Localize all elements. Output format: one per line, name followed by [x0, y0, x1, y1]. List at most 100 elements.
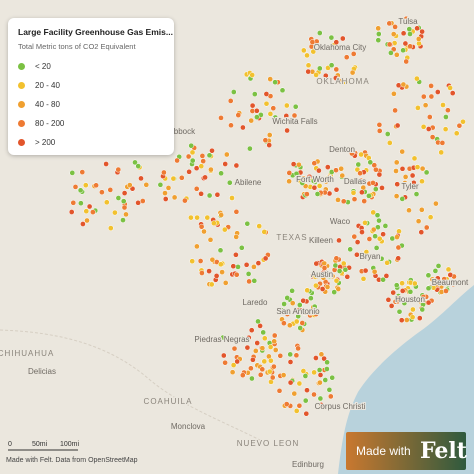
facility-dot[interactable] [350, 51, 357, 57]
facility-dot[interactable] [289, 300, 296, 306]
facility-dot[interactable] [310, 178, 317, 184]
facility-dot[interactable] [376, 171, 383, 178]
facility-dot[interactable] [386, 41, 393, 48]
facility-dot[interactable] [357, 179, 364, 186]
facility-dot[interactable] [370, 226, 377, 233]
facility-dot[interactable] [355, 161, 362, 168]
facility-dot[interactable] [206, 268, 212, 274]
facility-dot[interactable] [374, 212, 381, 219]
facility-dot[interactable] [380, 276, 386, 283]
facility-dot[interactable] [303, 410, 310, 417]
facility-dot[interactable] [194, 243, 200, 250]
facility-dot[interactable] [410, 306, 416, 313]
facility-dot[interactable] [393, 51, 400, 58]
facility-dot[interactable] [309, 39, 316, 45]
facility-dot[interactable] [267, 344, 274, 350]
facility-dot[interactable] [434, 89, 441, 95]
facility-dot[interactable] [86, 203, 93, 210]
facility-dot[interactable] [295, 345, 301, 352]
facility-dot[interactable] [350, 189, 357, 196]
facility-dot[interactable] [253, 107, 260, 114]
facility-dot[interactable] [306, 173, 313, 180]
facility-dot[interactable] [230, 362, 237, 368]
facility-dot[interactable] [354, 251, 360, 258]
facility-dot[interactable] [259, 345, 266, 352]
facility-dot[interactable] [271, 363, 277, 370]
facility-dot[interactable] [396, 295, 402, 302]
facility-dot[interactable] [209, 147, 215, 154]
facility-dot[interactable] [231, 345, 238, 352]
facility-dot[interactable] [373, 166, 379, 173]
facility-dot[interactable] [287, 379, 294, 386]
facility-dot[interactable] [447, 272, 454, 278]
facility-dot[interactable] [72, 184, 79, 190]
facility-dot[interactable] [90, 209, 96, 215]
facility-dot[interactable] [339, 35, 346, 42]
facility-dot[interactable] [403, 317, 410, 323]
facility-dot[interactable] [230, 263, 237, 270]
facility-dot[interactable] [305, 68, 312, 75]
facility-dot[interactable] [246, 278, 252, 285]
facility-dot[interactable] [233, 208, 240, 215]
facility-dot[interactable] [293, 170, 300, 177]
facility-dot[interactable] [299, 320, 306, 326]
facility-dot[interactable] [425, 126, 432, 132]
facility-dot[interactable] [93, 182, 99, 189]
facility-dot[interactable] [362, 267, 369, 274]
facility-dot[interactable] [313, 282, 319, 289]
facility-dot[interactable] [382, 223, 389, 229]
facility-dot[interactable] [414, 25, 420, 32]
facility-dot[interactable] [218, 115, 224, 121]
facility-dot[interactable] [82, 182, 89, 189]
facility-dot[interactable] [185, 153, 192, 160]
facility-dot[interactable] [249, 72, 256, 78]
facility-dot[interactable] [115, 195, 122, 201]
facility-dot[interactable] [428, 83, 434, 89]
facility-dot[interactable] [182, 197, 188, 204]
facility-dot[interactable] [233, 251, 239, 258]
facility-dot[interactable] [170, 175, 177, 182]
facility-dot[interactable] [202, 174, 208, 181]
facility-dot[interactable] [279, 87, 286, 94]
facility-dot[interactable] [439, 140, 446, 146]
facility-dot[interactable] [78, 200, 84, 207]
facility-dot[interactable] [305, 62, 312, 69]
facility-dot[interactable] [371, 268, 378, 275]
facility-dot[interactable] [99, 189, 105, 196]
facility-dot[interactable] [70, 199, 77, 206]
facility-dot[interactable] [418, 206, 425, 213]
facility-dot[interactable] [316, 30, 323, 36]
facility-dot[interactable] [441, 276, 448, 282]
facility-dot[interactable] [386, 140, 393, 146]
facility-dot[interactable] [393, 168, 399, 174]
facility-dot[interactable] [103, 199, 110, 206]
facility-dot[interactable] [329, 374, 336, 381]
facility-dot[interactable] [338, 165, 345, 172]
facility-dot[interactable] [362, 219, 368, 226]
facility-dot[interactable] [189, 157, 196, 164]
facility-dot[interactable] [249, 102, 256, 109]
facility-dot[interactable] [354, 239, 361, 245]
facility-dot[interactable] [359, 229, 365, 235]
facility-dot[interactable] [304, 287, 311, 294]
facility-dot[interactable] [214, 191, 221, 198]
facility-dot[interactable] [333, 167, 339, 174]
facility-dot[interactable] [238, 244, 245, 251]
facility-dot[interactable] [390, 289, 397, 296]
facility-dot[interactable] [418, 229, 425, 236]
facility-dot[interactable] [189, 149, 196, 156]
facility-dot[interactable] [201, 228, 207, 235]
facility-dot[interactable] [193, 185, 200, 192]
facility-dot[interactable] [329, 273, 336, 280]
facility-dot[interactable] [120, 217, 126, 223]
facility-dot[interactable] [344, 273, 351, 280]
facility-dot[interactable] [384, 131, 391, 137]
facility-dot[interactable] [385, 296, 392, 303]
facility-dot[interactable] [313, 355, 319, 361]
facility-dot[interactable] [328, 62, 335, 69]
facility-dot[interactable] [431, 279, 438, 285]
facility-dot[interactable] [291, 112, 298, 119]
facility-dot[interactable] [287, 351, 294, 358]
facility-dot[interactable] [326, 174, 333, 180]
facility-dot[interactable] [300, 297, 307, 304]
